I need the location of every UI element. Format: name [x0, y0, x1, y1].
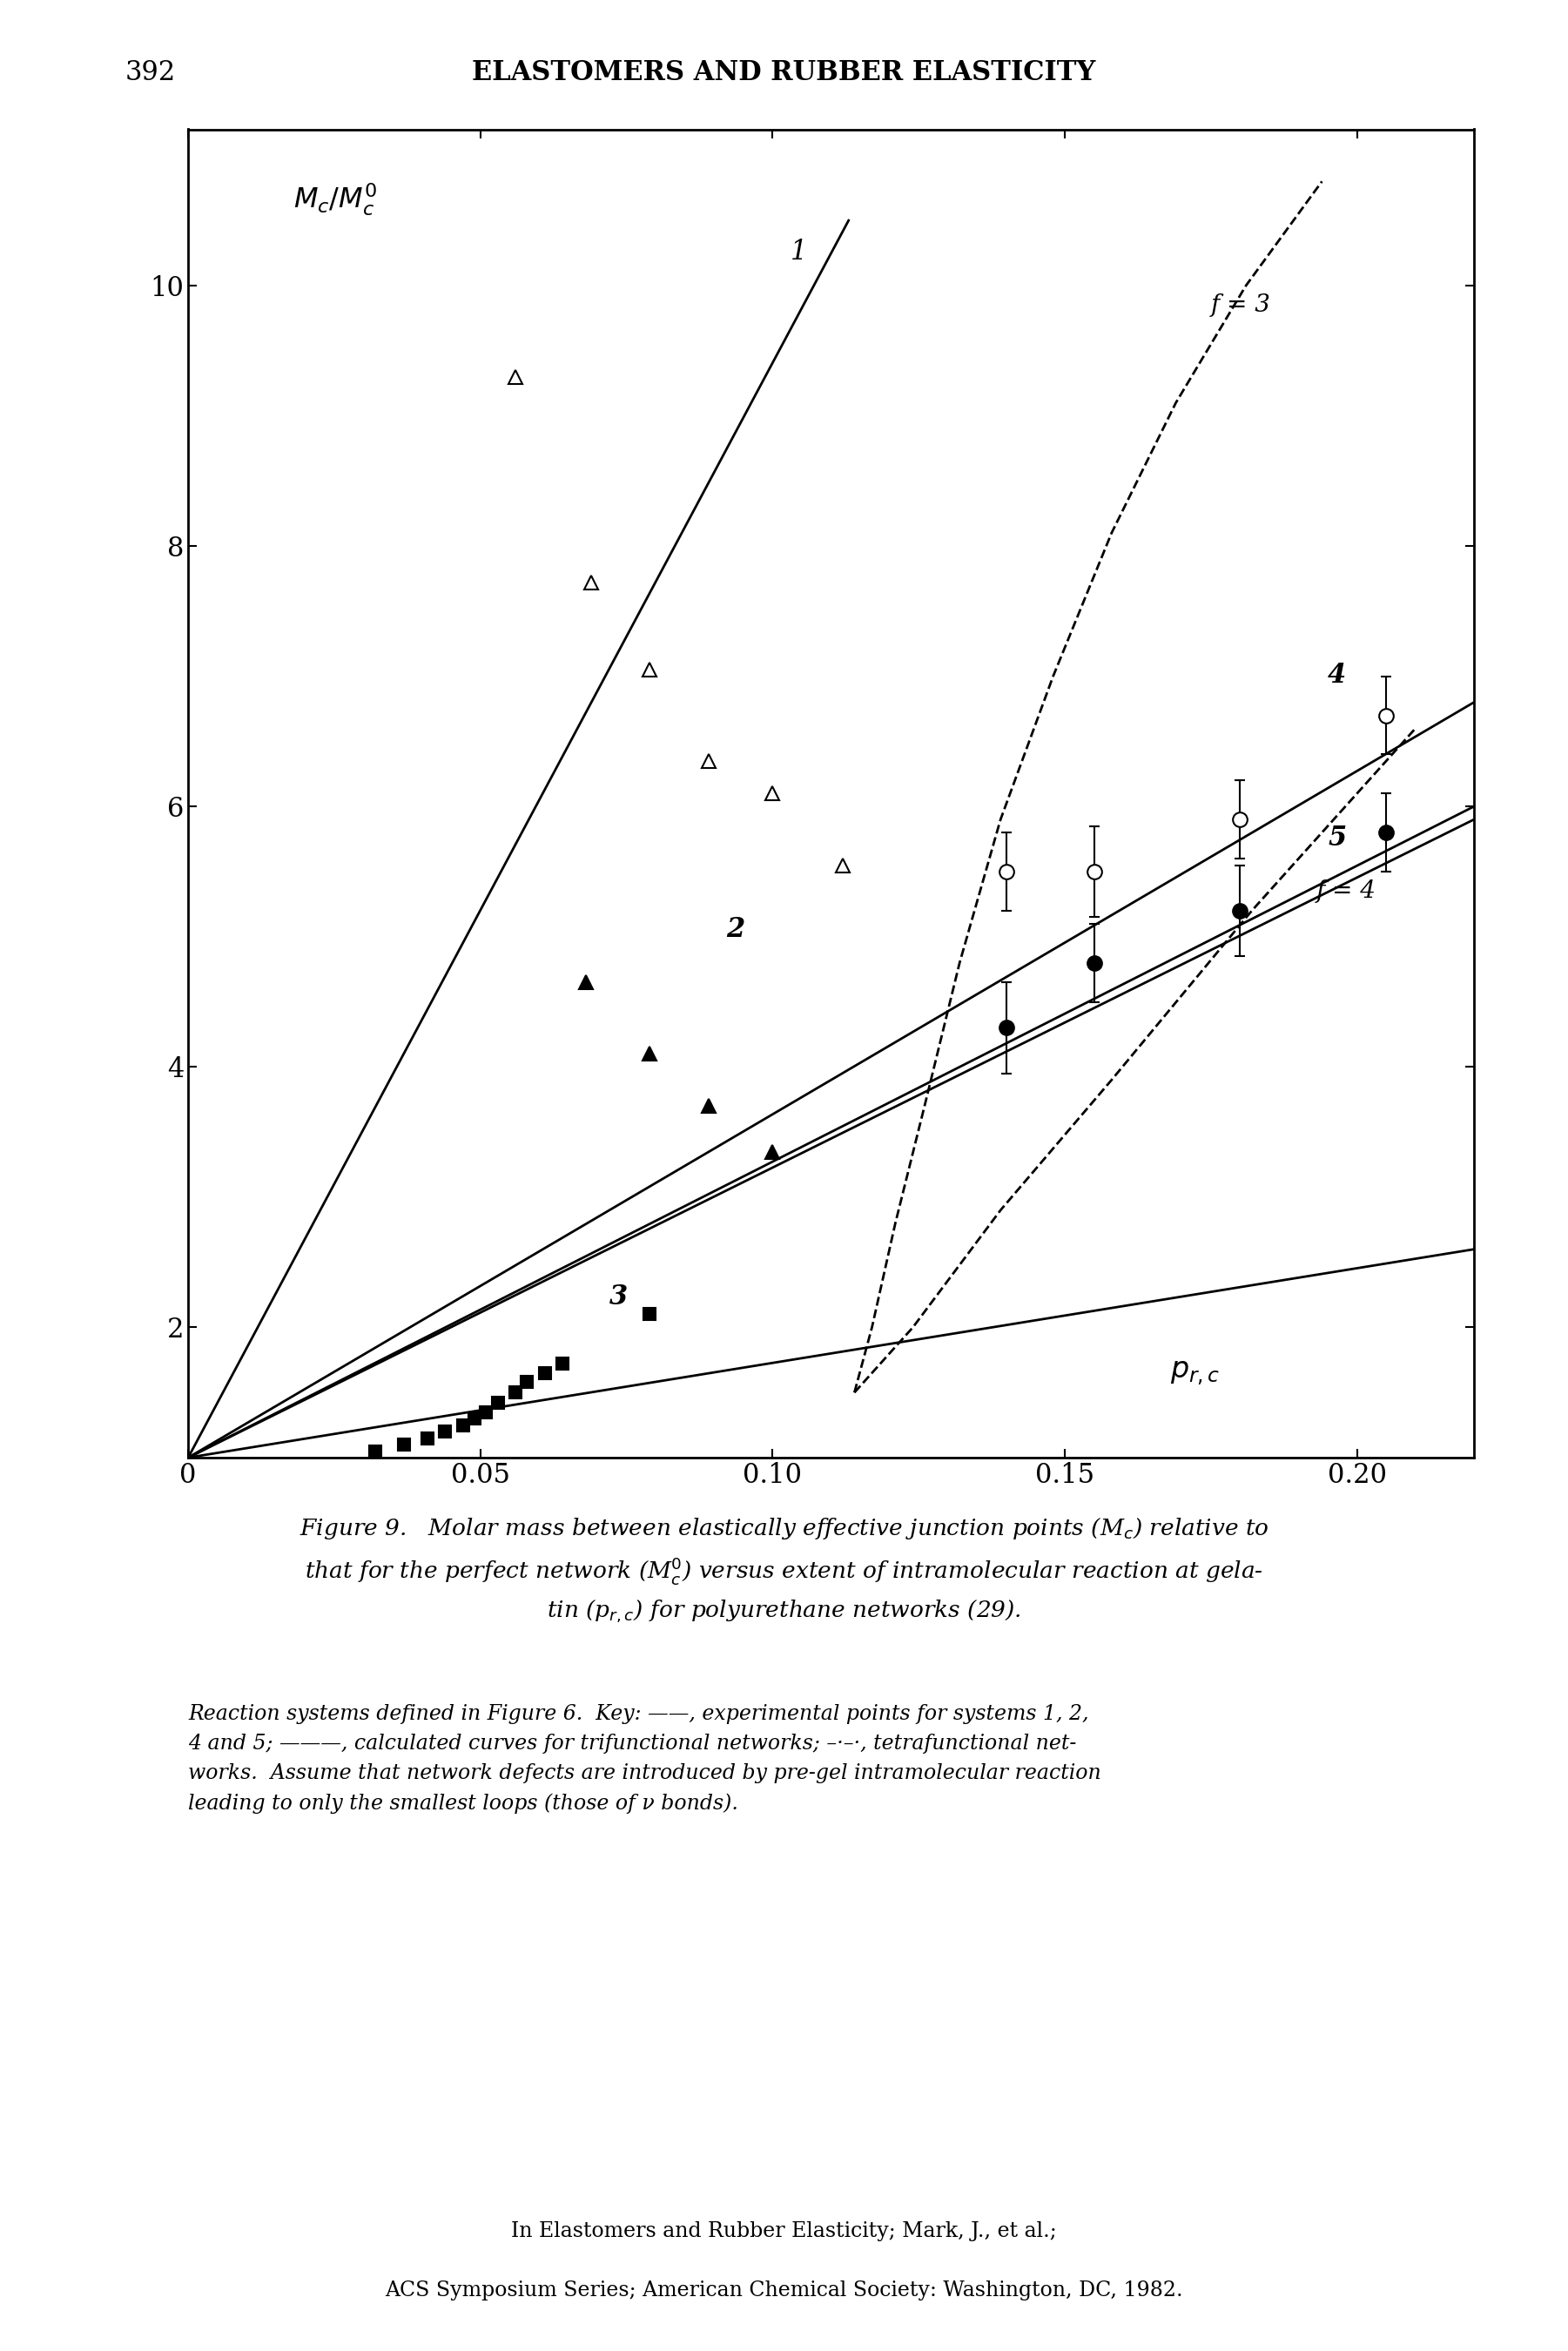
Text: 392: 392 [125, 59, 176, 85]
Text: In Elastomers and Rubber Elasticity; Mark, J., et al.;: In Elastomers and Rubber Elasticity; Mar… [511, 2222, 1057, 2243]
Text: f = 3: f = 3 [1210, 294, 1272, 317]
Text: 1: 1 [790, 240, 808, 266]
Text: ELASTOMERS AND RUBBER ELASTICITY: ELASTOMERS AND RUBBER ELASTICITY [472, 59, 1096, 85]
Text: Figure 9.   Molar mass between elastically effective junction points (M$_c$) rel: Figure 9. Molar mass between elastically… [299, 1516, 1269, 1625]
Text: 2: 2 [726, 917, 745, 943]
Text: f = 4: f = 4 [1316, 879, 1377, 903]
Text: ACS Symposium Series; American Chemical Society: Washington, DC, 1982.: ACS Symposium Series; American Chemical … [386, 2280, 1182, 2302]
Text: 5: 5 [1328, 825, 1347, 851]
Text: $p_{r,c}$: $p_{r,c}$ [1170, 1359, 1220, 1387]
Text: Reaction systems defined in Figure 6.  Key: ——, experimental points for systems : Reaction systems defined in Figure 6. Ke… [188, 1704, 1101, 1813]
Text: 4: 4 [1328, 663, 1347, 689]
Text: 3: 3 [608, 1284, 627, 1310]
Text: $M_c/M_c^0$: $M_c/M_c^0$ [293, 181, 376, 219]
